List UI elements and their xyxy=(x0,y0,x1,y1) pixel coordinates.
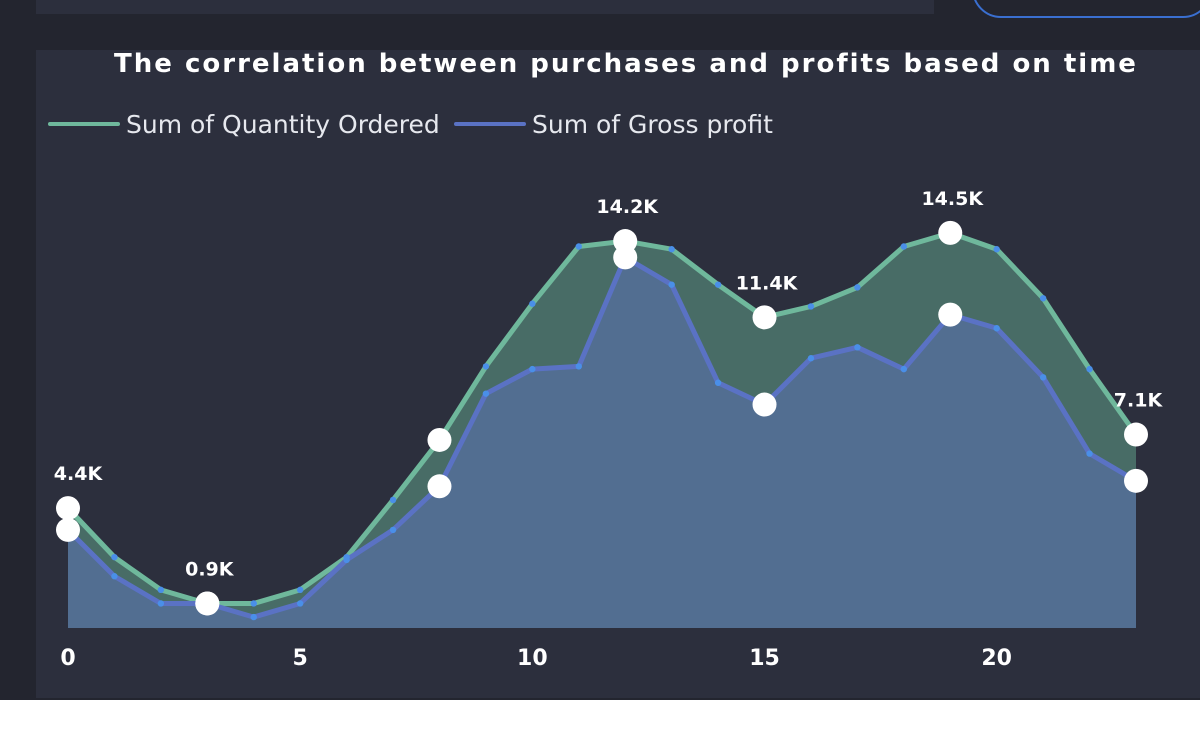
x-tick-label: 10 xyxy=(517,646,548,671)
top-panel-edge xyxy=(36,0,934,14)
data-label: 14.5K xyxy=(921,188,984,210)
point-sum-of-gross-profit xyxy=(250,613,257,621)
point-sum-of-quantity-ordered xyxy=(157,586,165,594)
x-tick-label: 15 xyxy=(749,646,780,671)
point-sum-of-gross-profit xyxy=(854,344,861,351)
point-sum-of-gross-profit xyxy=(900,365,908,373)
marker-sum-of-gross-profit xyxy=(427,474,452,499)
point-sum-of-gross-profit xyxy=(668,281,675,288)
point-sum-of-gross-profit xyxy=(1086,450,1093,457)
x-tick-label: 0 xyxy=(60,646,75,671)
legend-label-gross-profit: Sum of Gross profit xyxy=(532,109,773,139)
legend-item-gross-profit[interactable]: Sum of Gross profit xyxy=(454,108,773,140)
point-sum-of-gross-profit xyxy=(389,526,397,534)
point-sum-of-quantity-ordered xyxy=(668,246,675,253)
legend-item-quantity[interactable]: Sum of Quantity Ordered xyxy=(48,108,440,140)
data-label: 0.9K xyxy=(185,558,235,580)
area-sum-of-gross-profit xyxy=(68,257,1136,628)
marker-sum-of-gross-profit xyxy=(56,517,80,542)
point-sum-of-quantity-ordered xyxy=(900,243,908,250)
point-sum-of-quantity-ordered xyxy=(1086,365,1093,373)
point-sum-of-quantity-ordered xyxy=(111,553,118,561)
point-sum-of-gross-profit xyxy=(714,379,722,386)
point-sum-of-gross-profit xyxy=(157,600,165,607)
point-sum-of-quantity-ordered xyxy=(296,586,304,594)
point-sum-of-quantity-ordered xyxy=(854,284,861,291)
marker-sum-of-gross-profit xyxy=(195,591,220,616)
legend-swatch-quantity xyxy=(48,122,120,126)
point-sum-of-quantity-ordered xyxy=(389,496,397,504)
data-label: 11.4K xyxy=(736,272,799,294)
point-sum-of-gross-profit xyxy=(296,600,304,607)
point-sum-of-gross-profit xyxy=(482,390,490,397)
point-sum-of-quantity-ordered xyxy=(529,300,536,307)
x-tick-label: 5 xyxy=(293,646,308,671)
point-sum-of-quantity-ordered xyxy=(993,246,1000,253)
marker-sum-of-gross-profit xyxy=(613,245,638,270)
point-sum-of-quantity-ordered xyxy=(482,363,490,370)
point-sum-of-quantity-ordered xyxy=(575,243,582,250)
point-sum-of-gross-profit xyxy=(111,573,118,580)
point-sum-of-gross-profit xyxy=(993,325,1000,332)
marker-sum-of-quantity-ordered xyxy=(427,427,452,452)
point-sum-of-gross-profit xyxy=(575,363,582,370)
point-sum-of-quantity-ordered xyxy=(250,600,257,607)
marker-sum-of-quantity-ordered xyxy=(752,305,777,330)
marker-sum-of-quantity-ordered xyxy=(56,496,80,521)
x-tick-label: 20 xyxy=(981,646,1012,671)
point-sum-of-quantity-ordered xyxy=(1039,295,1047,302)
legend-swatch-gross-profit xyxy=(454,122,526,126)
marker-sum-of-quantity-ordered xyxy=(1124,422,1148,447)
legend-label-quantity: Sum of Quantity Ordered xyxy=(126,109,440,139)
point-sum-of-gross-profit xyxy=(807,355,815,362)
data-label: 4.4K xyxy=(54,463,104,485)
marker-sum-of-gross-profit xyxy=(752,392,777,417)
point-sum-of-gross-profit xyxy=(1039,374,1047,381)
point-sum-of-quantity-ordered xyxy=(714,281,722,288)
point-sum-of-gross-profit xyxy=(343,556,350,564)
point-sum-of-gross-profit xyxy=(529,365,536,373)
marker-sum-of-quantity-ordered xyxy=(938,220,963,245)
point-sum-of-quantity-ordered xyxy=(807,303,815,310)
chart-title: The correlation between purchases and pr… xyxy=(114,49,1138,79)
data-label: 7.1K xyxy=(1114,390,1164,412)
data-label: 14.2K xyxy=(596,196,659,218)
marker-sum-of-gross-profit xyxy=(938,302,963,327)
marker-sum-of-gross-profit xyxy=(1124,468,1148,493)
